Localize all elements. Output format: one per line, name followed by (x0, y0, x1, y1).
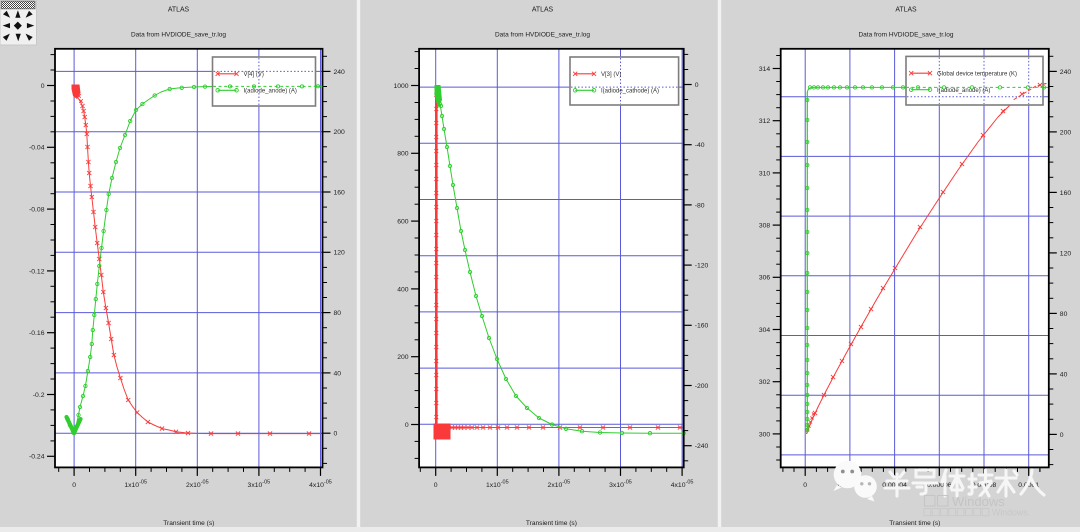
svg-text:-80: -80 (695, 202, 705, 209)
svg-text:-0.24: -0.24 (29, 454, 45, 461)
svg-text:800: 800 (397, 151, 409, 158)
svg-text:Transient time (s): Transient time (s) (163, 520, 214, 527)
svg-text:Global device temperature (K): Global device temperature (K) (937, 71, 1017, 77)
svg-text:160: 160 (334, 189, 346, 196)
svg-text:120: 120 (334, 250, 346, 257)
svg-text:0: 0 (72, 482, 76, 489)
svg-text:-0.08: -0.08 (29, 207, 45, 214)
svg-text:300: 300 (759, 431, 771, 438)
svg-text:1x10-05: 1x10-05 (124, 480, 147, 489)
svg-text:308: 308 (759, 223, 771, 230)
svg-text:600: 600 (397, 219, 409, 226)
svg-text:200: 200 (1060, 129, 1072, 136)
svg-text:0: 0 (1060, 432, 1064, 439)
svg-text:40: 40 (334, 370, 342, 377)
svg-text:240: 240 (334, 69, 346, 76)
svg-text:ATLAS: ATLAS (895, 7, 917, 14)
svg-text:-200: -200 (695, 383, 709, 390)
svg-text:0.00006: 0.00006 (927, 482, 952, 489)
svg-text:1x10-05: 1x10-05 (486, 480, 509, 489)
svg-text:V[4] (V): V[4] (V) (244, 72, 264, 78)
svg-text:Windows.: Windows. (992, 508, 1030, 518)
svg-text:240: 240 (1060, 69, 1072, 76)
svg-text:2x10-05: 2x10-05 (548, 480, 571, 489)
svg-text:160: 160 (1060, 190, 1072, 197)
svg-text:312: 312 (759, 118, 771, 125)
svg-text:V[3] (V): V[3] (V) (601, 72, 621, 78)
svg-text:0: 0 (41, 83, 45, 90)
svg-text:3x10-05: 3x10-05 (609, 480, 632, 489)
svg-text:-0.2: -0.2 (33, 392, 45, 399)
svg-text:3x10-05: 3x10-05 (248, 480, 271, 489)
svg-text:2x10-05: 2x10-05 (186, 480, 209, 489)
svg-text:I(adiode_cathode) (A): I(adiode_cathode) (A) (601, 89, 659, 95)
svg-text:ATLAS: ATLAS (532, 7, 554, 14)
svg-text:Transient time (s): Transient time (s) (526, 520, 577, 527)
svg-text:Windows: Windows (952, 494, 1005, 509)
svg-text:I(adiode_anode) (A): I(adiode_anode) (A) (244, 89, 297, 95)
svg-text:Transient time (s): Transient time (s) (889, 520, 940, 527)
svg-text:-40: -40 (695, 142, 705, 149)
svg-text:I(adiode_anode) (A): I(adiode_anode) (A) (937, 88, 990, 94)
svg-text:-0.16: -0.16 (29, 330, 45, 337)
svg-text:Data from HVDIODE_save_tr.log: Data from HVDIODE_save_tr.log (495, 32, 590, 39)
svg-text:1000: 1000 (393, 83, 408, 90)
svg-text:-120: -120 (695, 263, 709, 270)
svg-text:-240: -240 (695, 443, 709, 450)
svg-text:80: 80 (334, 310, 342, 317)
svg-text:0: 0 (695, 82, 699, 89)
svg-text:ATLAS: ATLAS (168, 7, 190, 14)
svg-text:40: 40 (1060, 371, 1068, 378)
svg-text:80: 80 (1060, 311, 1068, 318)
svg-text:Data from HVDIODE_save_tr.log: Data from HVDIODE_save_tr.log (858, 32, 953, 39)
svg-text:302: 302 (759, 379, 771, 386)
svg-text:200: 200 (397, 354, 409, 361)
svg-text:314: 314 (759, 66, 771, 73)
svg-text:-160: -160 (695, 323, 709, 330)
svg-text:310: 310 (759, 170, 771, 177)
svg-text:Data from HVDIODE_save_tr.log: Data from HVDIODE_save_tr.log (131, 32, 226, 39)
svg-text:0: 0 (405, 422, 409, 429)
svg-text:200: 200 (334, 129, 346, 136)
svg-text:-0.12: -0.12 (29, 268, 45, 275)
svg-text:0.0001: 0.0001 (1018, 482, 1039, 489)
svg-text:4x10-05: 4x10-05 (309, 480, 332, 489)
svg-text:400: 400 (397, 286, 409, 293)
svg-text:304: 304 (759, 327, 771, 334)
svg-text:306: 306 (759, 275, 771, 282)
svg-text:0: 0 (434, 482, 438, 489)
svg-text:4x10-05: 4x10-05 (671, 480, 694, 489)
svg-text:0: 0 (334, 431, 338, 438)
svg-text:120: 120 (1060, 250, 1072, 257)
svg-text:0: 0 (803, 482, 807, 489)
svg-text:-0.04: -0.04 (29, 145, 45, 152)
svg-text:0.00004: 0.00004 (882, 482, 907, 489)
